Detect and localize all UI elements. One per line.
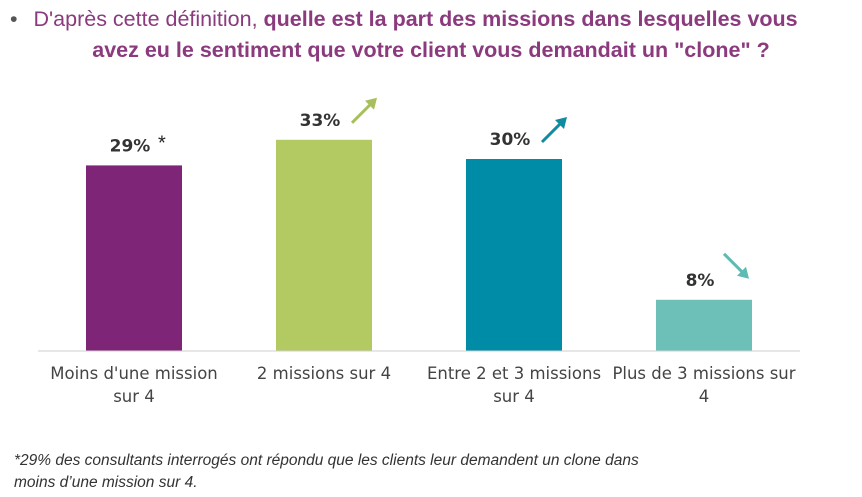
category-label: 4 xyxy=(699,387,710,406)
category-label: Moins d'une mission xyxy=(50,364,218,383)
footnote: *29% des consultants interrogés ont répo… xyxy=(14,450,844,494)
category-label: sur 4 xyxy=(493,387,535,406)
bar-chart: 29% * Moins d'une mission sur 4 33% 2 mission… xyxy=(38,97,800,406)
trend-up-arrow-icon xyxy=(350,101,374,124)
trend-up-arrowhead-icon xyxy=(555,117,567,129)
category-label: 2 missions sur 4 xyxy=(257,364,391,383)
trend-up-arrow-icon xyxy=(540,120,564,144)
bar xyxy=(276,139,372,351)
bar xyxy=(466,159,562,351)
footnote-line1: *29% des consultants interrogés ont répo… xyxy=(14,452,639,469)
title-bold-line2: avez eu le sentiment que votre client vo… xyxy=(92,38,770,62)
bar xyxy=(86,165,182,351)
data-label: 33% xyxy=(300,111,341,131)
data-label: 30% xyxy=(490,130,531,150)
bullet: • xyxy=(10,7,18,31)
category-label: Plus de 3 missions sur xyxy=(612,364,795,383)
trend-down-arrowhead-icon xyxy=(737,266,749,279)
title-bold-line1: quelle est la part des missions dans les… xyxy=(263,7,798,31)
asterisk-mark: * xyxy=(158,132,166,154)
bar xyxy=(656,299,752,351)
data-label: 8% xyxy=(686,271,715,291)
title-prefix: D'après cette définition, xyxy=(33,7,264,31)
trend-up-arrowhead-icon xyxy=(365,97,377,110)
category-label: Entre 2 et 3 missions xyxy=(427,364,601,383)
trend-down-arrow-icon xyxy=(722,252,746,275)
category-label: sur 4 xyxy=(113,387,155,406)
footnote-line2: moins d’une mission sur 4. xyxy=(14,474,198,491)
data-label: 29% xyxy=(110,136,151,156)
